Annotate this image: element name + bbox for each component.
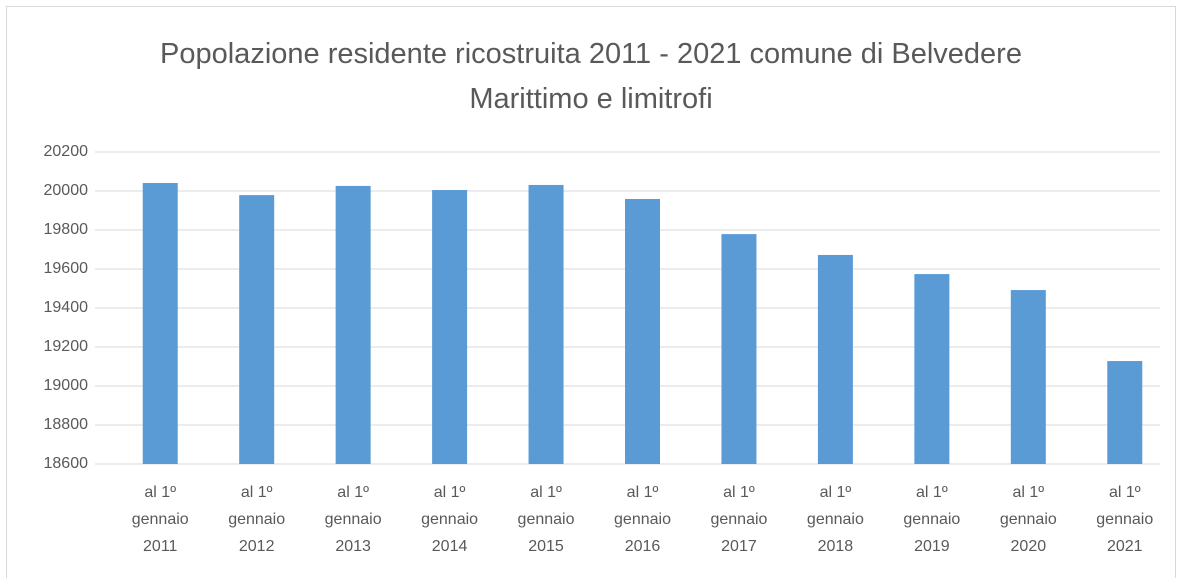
bar: [142, 183, 178, 464]
bar: [914, 274, 950, 464]
x-tick-label: al 1º gennaio 2014: [421, 484, 479, 555]
bar: [721, 234, 757, 464]
y-tick-label: 19600: [44, 260, 89, 277]
x-tick-label: al 1º gennaio 2016: [614, 484, 671, 555]
bar: [528, 184, 564, 464]
bar: [239, 195, 275, 464]
y-tick-label: 19000: [44, 377, 89, 394]
y-tick-label: 19200: [44, 338, 89, 355]
bar: [1010, 290, 1046, 464]
y-tick-label: 18600: [44, 455, 89, 472]
x-tick-label: al 1º gennaio 2017: [710, 484, 768, 555]
x-tick-label: al 1º gennaio 2018: [806, 484, 864, 555]
bar: [625, 198, 660, 464]
x-tick-label: al 1º gennaio 2012: [228, 484, 286, 555]
y-tick-label: 20000: [44, 182, 89, 199]
y-tick-label: 19800: [44, 221, 89, 238]
x-tick-label: al 1º gennaio 2013: [324, 484, 382, 555]
x-tick-label: al 1º gennaio 2020: [999, 484, 1057, 555]
x-tick-label: al 1º gennaio 2011: [131, 484, 189, 555]
y-tick-label: 19400: [44, 299, 89, 316]
bar: [432, 190, 468, 464]
x-tick-label: al 1º gennaio 2021: [1096, 484, 1154, 555]
bar: [335, 185, 371, 464]
chart-title: Popolazione residente ricostruita 2011 -…: [160, 38, 1022, 115]
y-tick-label: 18800: [44, 416, 89, 433]
chart-frame: [6, 6, 1176, 578]
bar: [1107, 361, 1143, 464]
x-tick-label: al 1º gennaio 2019: [903, 484, 961, 555]
y-tick-label: 20200: [44, 143, 89, 160]
bar: [817, 254, 853, 464]
x-tick-label: al 1º gennaio 2015: [517, 484, 575, 555]
